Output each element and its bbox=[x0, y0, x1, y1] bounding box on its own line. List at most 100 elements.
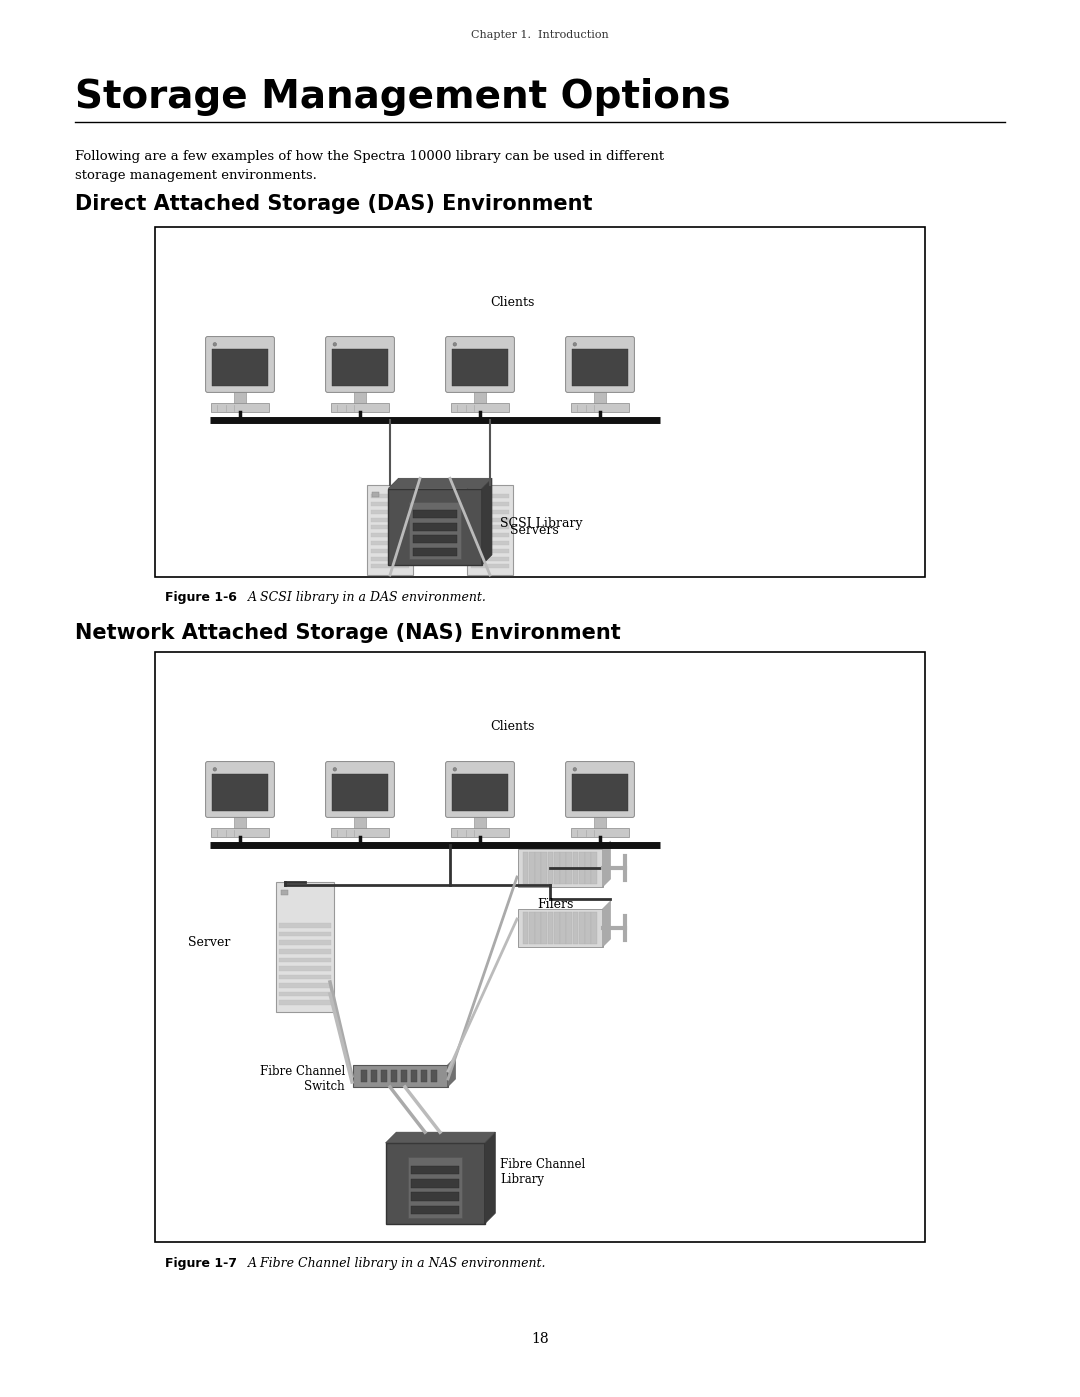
Bar bbox=[473, 390, 486, 404]
Bar bbox=[280, 983, 330, 988]
Bar bbox=[370, 518, 409, 521]
Text: SCSI Library: SCSI Library bbox=[500, 517, 582, 529]
Circle shape bbox=[333, 342, 337, 346]
Polygon shape bbox=[482, 478, 492, 564]
Bar bbox=[523, 852, 528, 884]
FancyBboxPatch shape bbox=[205, 337, 274, 393]
Bar bbox=[370, 502, 409, 506]
Bar bbox=[517, 909, 603, 947]
Bar bbox=[572, 349, 629, 386]
Bar bbox=[431, 1070, 436, 1083]
Bar bbox=[548, 852, 553, 884]
FancyBboxPatch shape bbox=[446, 337, 514, 393]
Text: Fibre Channel
Library: Fibre Channel Library bbox=[500, 1158, 585, 1186]
Bar bbox=[280, 940, 330, 944]
Bar bbox=[471, 510, 510, 514]
Bar bbox=[233, 816, 246, 828]
Bar bbox=[571, 828, 629, 837]
Circle shape bbox=[333, 767, 337, 771]
Bar bbox=[572, 774, 629, 812]
Bar bbox=[471, 534, 510, 538]
Bar bbox=[212, 774, 268, 812]
Bar bbox=[554, 852, 559, 884]
Polygon shape bbox=[485, 1132, 496, 1224]
Bar bbox=[451, 774, 508, 812]
Bar bbox=[413, 535, 457, 543]
Bar bbox=[579, 912, 584, 944]
Bar bbox=[411, 1179, 459, 1187]
Bar bbox=[554, 912, 559, 944]
Text: Network Attached Storage (NAS) Environment: Network Attached Storage (NAS) Environme… bbox=[75, 623, 621, 643]
Bar bbox=[571, 404, 629, 412]
Bar bbox=[517, 849, 603, 887]
Text: Figure 1-6: Figure 1-6 bbox=[165, 591, 237, 604]
Bar bbox=[523, 912, 528, 944]
Circle shape bbox=[453, 342, 457, 346]
Bar bbox=[280, 957, 330, 963]
Bar bbox=[572, 852, 578, 884]
FancyBboxPatch shape bbox=[468, 485, 513, 576]
Bar bbox=[541, 912, 546, 944]
Bar bbox=[579, 852, 584, 884]
Text: Storage Management Options: Storage Management Options bbox=[75, 78, 731, 116]
Text: Clients: Clients bbox=[490, 721, 535, 733]
Text: Filers: Filers bbox=[537, 898, 573, 911]
Bar bbox=[212, 828, 269, 837]
Circle shape bbox=[213, 767, 217, 771]
Bar bbox=[535, 912, 541, 944]
Bar bbox=[373, 492, 379, 497]
Bar bbox=[591, 852, 597, 884]
Bar bbox=[471, 502, 510, 506]
Bar bbox=[529, 912, 535, 944]
Bar bbox=[594, 816, 607, 828]
Text: Server: Server bbox=[188, 936, 230, 949]
Bar bbox=[370, 525, 409, 529]
Text: Figure 1-7: Figure 1-7 bbox=[165, 1257, 237, 1270]
Bar bbox=[561, 912, 566, 944]
Bar bbox=[541, 852, 546, 884]
Bar bbox=[352, 1065, 447, 1087]
Bar bbox=[332, 404, 389, 412]
Bar bbox=[420, 1070, 427, 1083]
Bar bbox=[451, 828, 509, 837]
Bar bbox=[386, 1143, 485, 1224]
Bar bbox=[413, 548, 457, 556]
Bar bbox=[411, 1193, 459, 1201]
Bar bbox=[471, 564, 510, 569]
Text: Servers: Servers bbox=[510, 524, 558, 536]
Bar bbox=[281, 890, 288, 895]
Bar bbox=[566, 852, 572, 884]
FancyBboxPatch shape bbox=[367, 485, 413, 576]
Bar bbox=[156, 652, 924, 1242]
Bar bbox=[212, 404, 269, 412]
Bar bbox=[471, 495, 510, 499]
FancyBboxPatch shape bbox=[566, 337, 634, 393]
Bar bbox=[280, 923, 330, 928]
Polygon shape bbox=[603, 901, 610, 947]
Bar bbox=[280, 1000, 330, 1004]
Bar bbox=[471, 556, 510, 560]
FancyBboxPatch shape bbox=[275, 882, 334, 1011]
Bar bbox=[572, 912, 578, 944]
Bar bbox=[353, 816, 366, 828]
Bar bbox=[408, 1157, 462, 1218]
Bar bbox=[280, 949, 330, 954]
Bar bbox=[410, 1070, 417, 1083]
Bar bbox=[280, 967, 330, 971]
Bar bbox=[471, 549, 510, 553]
Bar bbox=[561, 852, 566, 884]
Text: Direct Attached Storage (DAS) Environment: Direct Attached Storage (DAS) Environmen… bbox=[75, 194, 593, 214]
Bar bbox=[594, 390, 607, 404]
Text: Clients: Clients bbox=[490, 296, 535, 309]
Bar bbox=[370, 556, 409, 560]
Bar bbox=[471, 541, 510, 545]
Bar bbox=[585, 852, 591, 884]
Bar bbox=[451, 349, 508, 386]
Bar bbox=[411, 1165, 459, 1175]
Bar bbox=[548, 912, 553, 944]
Bar bbox=[370, 541, 409, 545]
Bar bbox=[566, 912, 572, 944]
Text: storage management environments.: storage management environments. bbox=[75, 169, 316, 182]
Text: Following are a few examples of how the Spectra 10000 library can be used in dif: Following are a few examples of how the … bbox=[75, 149, 664, 163]
Bar bbox=[388, 489, 482, 564]
